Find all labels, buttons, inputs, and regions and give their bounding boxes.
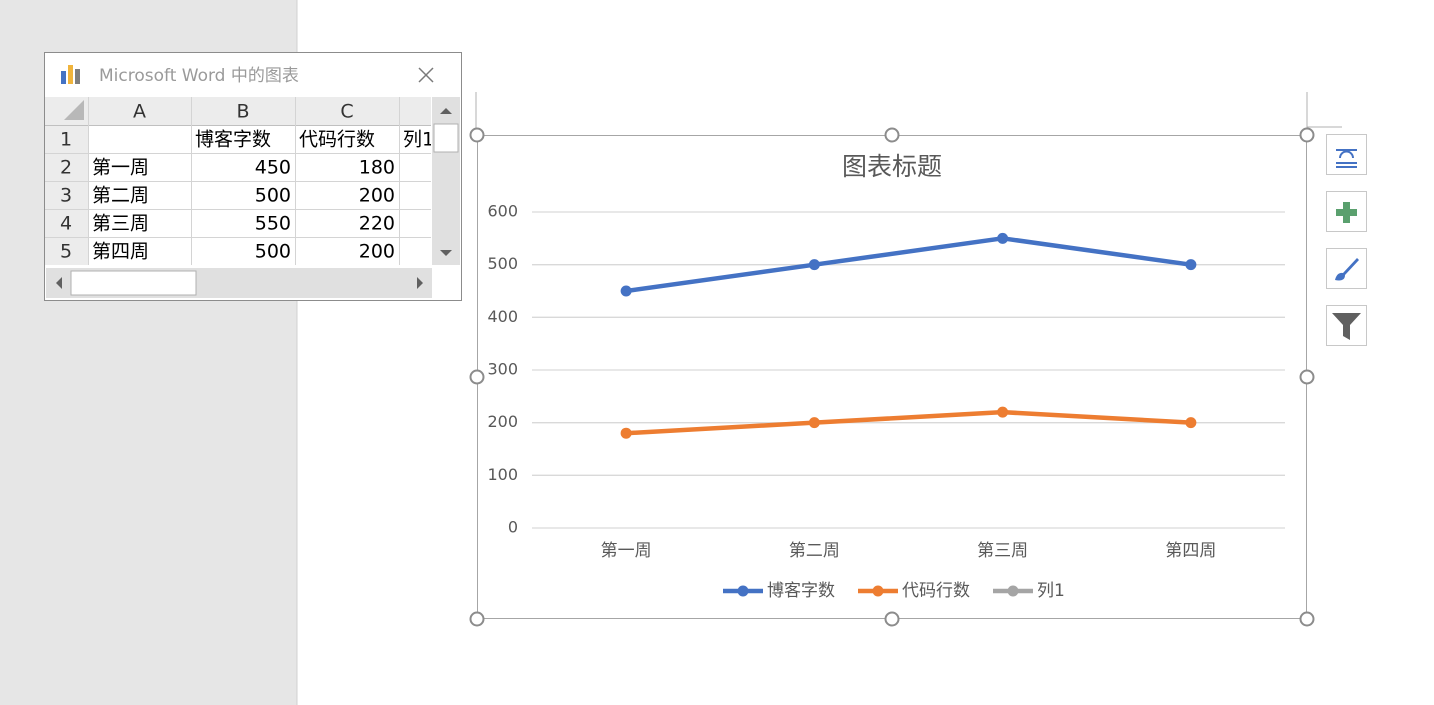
- header-row-bg: [45, 97, 431, 125]
- y-tick-label: 200: [487, 412, 518, 431]
- cell: 550: [255, 213, 291, 235]
- cell: 第一周: [92, 157, 149, 179]
- resize-handles[interactable]: [469, 127, 1315, 627]
- cell: 第三周: [92, 213, 149, 235]
- resize-handle[interactable]: [469, 369, 485, 385]
- legend-marker: [1007, 585, 1019, 597]
- cell: 450: [255, 157, 291, 179]
- legend-marker: [872, 585, 884, 597]
- series-line: [625, 409, 1192, 436]
- row-header: 2: [60, 157, 72, 179]
- select-all: [64, 100, 84, 120]
- window-title: Microsoft Word 中的图表: [99, 66, 299, 86]
- x-tick-label: 第二周: [789, 541, 840, 561]
- cell: 180: [359, 157, 395, 179]
- legend-label: 代码行数: [902, 581, 970, 601]
- data-point: [808, 417, 820, 429]
- chart-title: 图表标题: [842, 152, 942, 181]
- y-tick-label: 0: [508, 518, 518, 537]
- close-button[interactable]: [418, 67, 434, 83]
- resize-handle[interactable]: [469, 611, 485, 627]
- cell: 第四周: [92, 241, 149, 263]
- data-point: [997, 232, 1009, 244]
- scroll-up[interactable]: [440, 108, 452, 114]
- cell: 500: [255, 241, 291, 263]
- chart-frame[interactable]: [477, 135, 1307, 619]
- row-header: 4: [60, 213, 72, 235]
- page-corner-marks: [475, 92, 1342, 128]
- resize-handle[interactable]: [469, 127, 485, 143]
- legend-label: 列1: [1037, 581, 1065, 601]
- column-header: A: [133, 101, 146, 123]
- scroll-down[interactable]: [440, 250, 452, 256]
- legend-marker: [737, 585, 749, 597]
- y-tick-label: 100: [487, 465, 518, 484]
- column-header: C: [340, 101, 353, 123]
- data-point: [620, 427, 632, 439]
- data-point: [1185, 417, 1197, 429]
- resize-handle[interactable]: [884, 127, 900, 143]
- data-point: [808, 259, 820, 271]
- cell: 第二周: [92, 185, 149, 207]
- y-tick-label: 500: [487, 254, 518, 273]
- legend-label: 博客字数: [767, 581, 835, 601]
- chart-tools: [1326, 134, 1367, 346]
- data-point: [1185, 259, 1197, 271]
- scroll-left[interactable]: [56, 277, 62, 289]
- cell: 500: [255, 185, 291, 207]
- resize-handle[interactable]: [1299, 127, 1315, 143]
- sheet-window: [44, 52, 462, 301]
- y-tick-label: 600: [487, 202, 518, 221]
- row-header: 3: [60, 185, 72, 207]
- scroll-right[interactable]: [417, 277, 423, 289]
- x-tick-label: 第四周: [1165, 541, 1216, 561]
- resize-handle[interactable]: [1299, 369, 1315, 385]
- filter-icon: [1332, 313, 1361, 340]
- brush-icon: [1335, 258, 1359, 281]
- h-scroll-thumb[interactable]: [70, 270, 197, 296]
- x-tick-label: 第一周: [601, 541, 652, 561]
- resize-handle[interactable]: [1299, 611, 1315, 627]
- y-tick-label: 400: [487, 307, 518, 326]
- app-icon: [61, 65, 80, 84]
- x-tick-label: 第三周: [977, 541, 1028, 561]
- column-header: B: [236, 101, 249, 123]
- cell: 博客字数: [195, 129, 271, 151]
- resize-handle[interactable]: [884, 611, 900, 627]
- cell: 200: [359, 185, 395, 207]
- row-header: 1: [60, 129, 72, 151]
- chart-styles-button[interactable]: [1326, 248, 1367, 289]
- layout-options-button[interactable]: [1326, 134, 1367, 175]
- y-tick-label: 300: [487, 360, 518, 379]
- v-scroll-thumb[interactable]: [433, 123, 459, 153]
- cell: 列1: [403, 129, 434, 151]
- data-point: [997, 406, 1009, 418]
- row-header: 5: [60, 241, 72, 263]
- v-scrollbar[interactable]: [432, 97, 460, 265]
- cell: 代码行数: [299, 129, 375, 151]
- cell: 200: [359, 241, 395, 263]
- data-point: [620, 285, 632, 297]
- plus-icon: [1336, 202, 1357, 223]
- cell: 220: [359, 213, 395, 235]
- series-line: [625, 236, 1192, 294]
- layout-icon: [1336, 149, 1357, 168]
